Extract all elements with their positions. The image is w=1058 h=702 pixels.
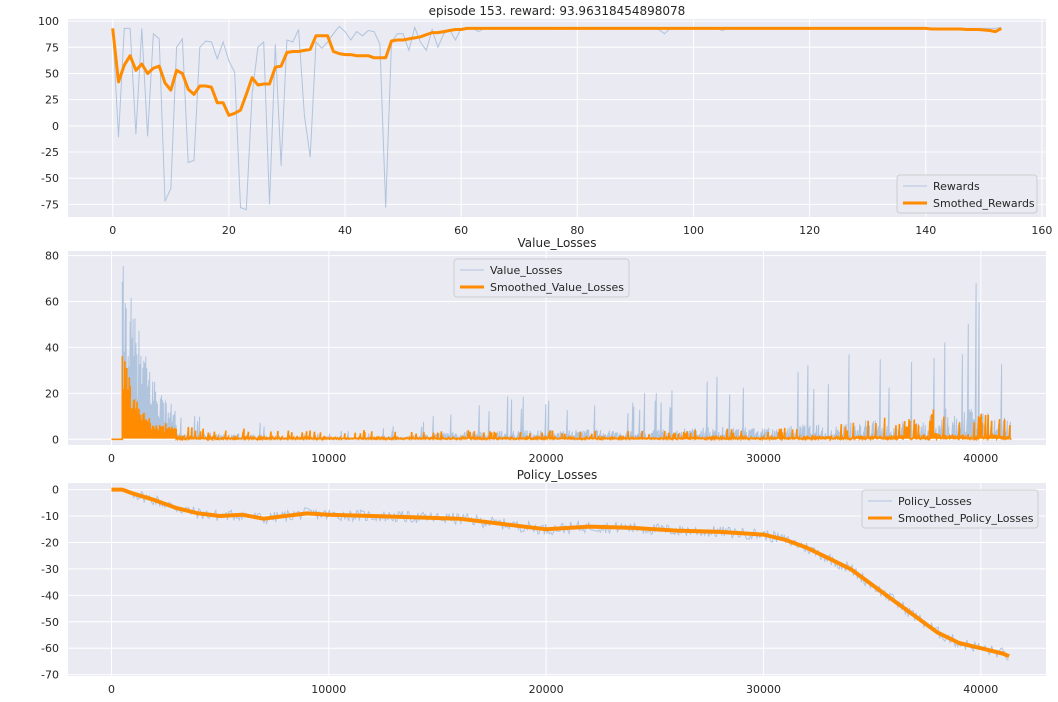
y-tick-label: 25 <box>45 94 59 107</box>
y-tick-label: -60 <box>41 642 59 655</box>
x-tick-label: 30000 <box>746 683 781 696</box>
legend-label: Policy_Losses <box>898 495 972 508</box>
y-tick-label: 0 <box>52 433 59 446</box>
y-tick-label: 40 <box>45 341 59 354</box>
y-tick-label: 20 <box>45 387 59 400</box>
x-tick-label: 40 <box>338 224 352 237</box>
x-tick-label: 120 <box>799 224 820 237</box>
x-tick-label: 0 <box>109 224 116 237</box>
y-tick-label: -10 <box>41 510 59 523</box>
y-tick-label: 0 <box>52 484 59 497</box>
x-tick-label: 40000 <box>963 452 998 465</box>
y-tick-label: -70 <box>41 669 59 682</box>
legend-label: Rewards <box>933 180 980 193</box>
legend-label: Smoothed_Policy_Losses <box>898 512 1034 525</box>
y-tick-label: 0 <box>52 120 59 133</box>
x-tick-label: 80 <box>570 224 584 237</box>
x-tick-label: 160 <box>1031 224 1052 237</box>
y-tick-label: -20 <box>41 536 59 549</box>
x-tick-label: 140 <box>915 224 936 237</box>
legend-box <box>861 489 1039 529</box>
x-tick-label: 0 <box>108 683 115 696</box>
legend: Value_Losses Smoothed_Value_Losses <box>453 258 630 298</box>
chart-panel-3: 0 -10 -20 -30 -40 -50 -60 -70 0 10000 20000 30000 40… <box>41 468 1046 696</box>
series-group <box>111 25 1003 211</box>
x-tick-label: 40000 <box>963 683 998 696</box>
chart-panel-2: 0 20 40 60 80 0 10000 20000 30000 40000 Value_Loss… <box>45 236 1046 465</box>
legend-box <box>453 258 630 298</box>
y-tick-label: 60 <box>45 296 59 309</box>
series-line-smoothed-value-losses <box>111 356 1012 442</box>
y-tick-label: -30 <box>41 563 59 576</box>
chart-title: episode 153. reward: 93.96318454898078 <box>429 4 686 18</box>
y-tick-label: 50 <box>45 67 59 80</box>
chart-title: Policy_Losses <box>517 468 597 482</box>
legend: Policy_Losses Smoothed_Policy_Losses <box>861 489 1039 529</box>
series-line-smoothed-rewards <box>111 26 1003 117</box>
x-tick-label: 30000 <box>746 452 781 465</box>
legend-box <box>896 174 1038 214</box>
x-tick-label: 60 <box>454 224 468 237</box>
y-tick-label: -75 <box>41 198 59 211</box>
series-line-smoothed-policy-losses <box>111 487 1010 659</box>
y-tick-label: -50 <box>41 616 59 629</box>
series-group <box>111 265 1012 442</box>
charts: -75 -50 -25 0 25 50 75 100 0 20 40 60 80 100 120 140 160… <box>38 4 1052 696</box>
legend-label: Smothed_Rewards <box>933 197 1035 210</box>
legend-label: Smoothed_Value_Losses <box>490 281 624 294</box>
y-tick-label: -25 <box>41 146 59 159</box>
x-tick-label: 100 <box>683 224 704 237</box>
x-tick-label: 0 <box>108 452 115 465</box>
x-tick-label: 10000 <box>311 452 346 465</box>
legend-label: Value_Losses <box>490 264 563 277</box>
legend: Rewards Smothed_Rewards <box>896 174 1038 214</box>
y-tick-label: 80 <box>45 250 59 263</box>
x-tick-label: 20000 <box>529 452 564 465</box>
x-tick-label: 20 <box>222 224 236 237</box>
series-group <box>111 487 1010 661</box>
y-tick-label: 75 <box>45 41 59 54</box>
x-tick-label: 10000 <box>311 683 346 696</box>
chart-title: Value_Losses <box>518 236 597 250</box>
y-tick-label: -50 <box>41 172 59 185</box>
plot-area <box>68 19 1046 217</box>
chart-panel-1: -75 -50 -25 0 25 50 75 100 0 20 40 60 80 100 120 140 160… <box>38 4 1052 237</box>
y-tick-label: -40 <box>41 589 59 602</box>
x-tick-label: 20000 <box>529 683 564 696</box>
y-tick-label: 100 <box>38 15 59 28</box>
